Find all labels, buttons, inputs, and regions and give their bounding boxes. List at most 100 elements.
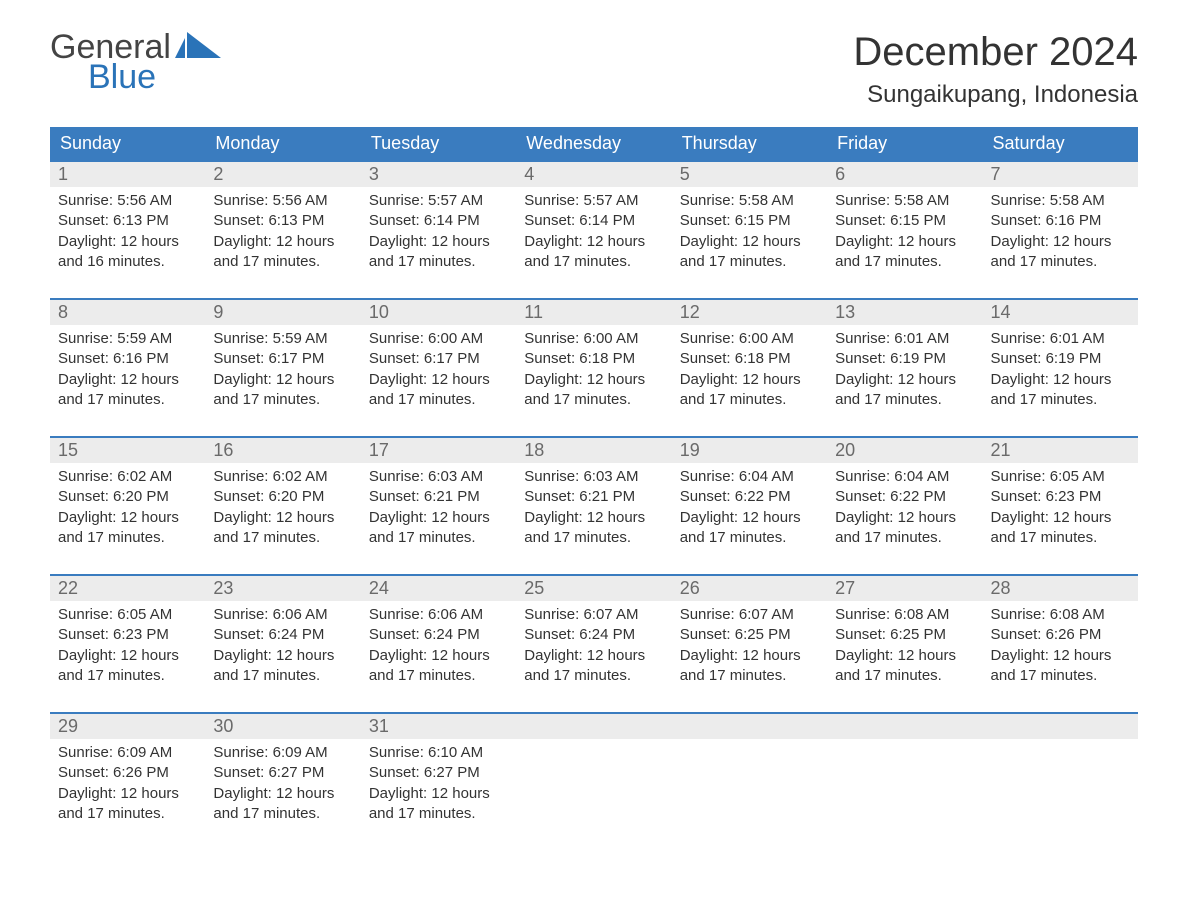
daylight-text: and 17 minutes. bbox=[213, 528, 352, 548]
calendar-day-cell: 23Sunrise: 6:06 AMSunset: 6:24 PMDayligh… bbox=[205, 575, 360, 713]
daylight-text: Daylight: 12 hours bbox=[58, 508, 197, 528]
daylight-text: Daylight: 12 hours bbox=[213, 370, 352, 390]
sunset-text: Sunset: 6:15 PM bbox=[835, 211, 974, 231]
sunrise-text: Sunrise: 5:56 AM bbox=[213, 191, 352, 211]
sunrise-text: Sunrise: 5:57 AM bbox=[369, 191, 508, 211]
daylight-text: and 17 minutes. bbox=[991, 390, 1130, 410]
daylight-text: and 17 minutes. bbox=[213, 390, 352, 410]
sunset-text: Sunset: 6:16 PM bbox=[991, 211, 1130, 231]
daylight-text: and 17 minutes. bbox=[524, 666, 663, 686]
day-number: 15 bbox=[50, 438, 205, 463]
sunset-text: Sunset: 6:27 PM bbox=[213, 763, 352, 783]
daylight-text: Daylight: 12 hours bbox=[991, 370, 1130, 390]
empty-day-bar bbox=[672, 714, 827, 739]
calendar-day-cell: 25Sunrise: 6:07 AMSunset: 6:24 PMDayligh… bbox=[516, 575, 671, 713]
day-number: 28 bbox=[983, 576, 1138, 601]
sunset-text: Sunset: 6:22 PM bbox=[680, 487, 819, 507]
day-detail: Sunrise: 6:01 AMSunset: 6:19 PMDaylight:… bbox=[827, 325, 982, 436]
day-number: 31 bbox=[361, 714, 516, 739]
weekday-header: Sunday bbox=[50, 127, 205, 161]
day-detail: Sunrise: 6:02 AMSunset: 6:20 PMDaylight:… bbox=[205, 463, 360, 574]
sunset-text: Sunset: 6:23 PM bbox=[58, 625, 197, 645]
sunrise-text: Sunrise: 6:00 AM bbox=[680, 329, 819, 349]
day-number: 8 bbox=[50, 300, 205, 325]
empty-day-bar bbox=[827, 714, 982, 739]
empty-day-bar bbox=[983, 714, 1138, 739]
daylight-text: Daylight: 12 hours bbox=[524, 508, 663, 528]
weekday-header: Wednesday bbox=[516, 127, 671, 161]
sunrise-text: Sunrise: 6:05 AM bbox=[991, 467, 1130, 487]
daylight-text: and 17 minutes. bbox=[369, 528, 508, 548]
calendar-day-cell: 20Sunrise: 6:04 AMSunset: 6:22 PMDayligh… bbox=[827, 437, 982, 575]
sunrise-text: Sunrise: 6:05 AM bbox=[58, 605, 197, 625]
calendar-day-cell: 18Sunrise: 6:03 AMSunset: 6:21 PMDayligh… bbox=[516, 437, 671, 575]
daylight-text: Daylight: 12 hours bbox=[991, 508, 1130, 528]
day-number: 1 bbox=[50, 162, 205, 187]
day-number: 14 bbox=[983, 300, 1138, 325]
calendar-day-cell: 22Sunrise: 6:05 AMSunset: 6:23 PMDayligh… bbox=[50, 575, 205, 713]
daylight-text: Daylight: 12 hours bbox=[680, 232, 819, 252]
day-number: 6 bbox=[827, 162, 982, 187]
daylight-text: Daylight: 12 hours bbox=[213, 508, 352, 528]
daylight-text: and 17 minutes. bbox=[58, 528, 197, 548]
daylight-text: Daylight: 12 hours bbox=[58, 370, 197, 390]
calendar-day-cell: 6Sunrise: 5:58 AMSunset: 6:15 PMDaylight… bbox=[827, 161, 982, 299]
daylight-text: and 17 minutes. bbox=[369, 252, 508, 272]
day-number: 9 bbox=[205, 300, 360, 325]
day-detail: Sunrise: 6:05 AMSunset: 6:23 PMDaylight:… bbox=[50, 601, 205, 712]
calendar-week-row: 22Sunrise: 6:05 AMSunset: 6:23 PMDayligh… bbox=[50, 575, 1138, 713]
sunset-text: Sunset: 6:21 PM bbox=[369, 487, 508, 507]
calendar-day-cell: 3Sunrise: 5:57 AMSunset: 6:14 PMDaylight… bbox=[361, 161, 516, 299]
day-detail: Sunrise: 6:04 AMSunset: 6:22 PMDaylight:… bbox=[672, 463, 827, 574]
calendar-week-row: 15Sunrise: 6:02 AMSunset: 6:20 PMDayligh… bbox=[50, 437, 1138, 575]
daylight-text: and 17 minutes. bbox=[835, 528, 974, 548]
weekday-header-row: Sunday Monday Tuesday Wednesday Thursday… bbox=[50, 127, 1138, 161]
day-detail: Sunrise: 6:06 AMSunset: 6:24 PMDaylight:… bbox=[205, 601, 360, 712]
day-detail: Sunrise: 6:10 AMSunset: 6:27 PMDaylight:… bbox=[361, 739, 516, 850]
daylight-text: Daylight: 12 hours bbox=[991, 646, 1130, 666]
sunrise-text: Sunrise: 6:10 AM bbox=[369, 743, 508, 763]
daylight-text: and 17 minutes. bbox=[213, 252, 352, 272]
sunset-text: Sunset: 6:21 PM bbox=[524, 487, 663, 507]
calendar-day-cell: 1Sunrise: 5:56 AMSunset: 6:13 PMDaylight… bbox=[50, 161, 205, 299]
calendar-day-cell: 8Sunrise: 5:59 AMSunset: 6:16 PMDaylight… bbox=[50, 299, 205, 437]
daylight-text: Daylight: 12 hours bbox=[680, 646, 819, 666]
day-detail: Sunrise: 6:00 AMSunset: 6:17 PMDaylight:… bbox=[361, 325, 516, 436]
daylight-text: Daylight: 12 hours bbox=[524, 232, 663, 252]
calendar-day-cell: 7Sunrise: 5:58 AMSunset: 6:16 PMDaylight… bbox=[983, 161, 1138, 299]
daylight-text: Daylight: 12 hours bbox=[369, 784, 508, 804]
sunset-text: Sunset: 6:23 PM bbox=[991, 487, 1130, 507]
daylight-text: and 17 minutes. bbox=[835, 252, 974, 272]
day-detail: Sunrise: 5:57 AMSunset: 6:14 PMDaylight:… bbox=[361, 187, 516, 298]
day-detail: Sunrise: 6:01 AMSunset: 6:19 PMDaylight:… bbox=[983, 325, 1138, 436]
weekday-header: Saturday bbox=[983, 127, 1138, 161]
sunset-text: Sunset: 6:18 PM bbox=[680, 349, 819, 369]
day-number: 24 bbox=[361, 576, 516, 601]
calendar-day-cell bbox=[827, 713, 982, 850]
day-detail: Sunrise: 5:59 AMSunset: 6:16 PMDaylight:… bbox=[50, 325, 205, 436]
day-number: 18 bbox=[516, 438, 671, 463]
day-number: 29 bbox=[50, 714, 205, 739]
sunset-text: Sunset: 6:25 PM bbox=[835, 625, 974, 645]
day-number: 30 bbox=[205, 714, 360, 739]
sunrise-text: Sunrise: 6:08 AM bbox=[991, 605, 1130, 625]
sunrise-text: Sunrise: 6:01 AM bbox=[835, 329, 974, 349]
sunset-text: Sunset: 6:27 PM bbox=[369, 763, 508, 783]
daylight-text: Daylight: 12 hours bbox=[835, 232, 974, 252]
sunset-text: Sunset: 6:20 PM bbox=[58, 487, 197, 507]
calendar-day-cell: 24Sunrise: 6:06 AMSunset: 6:24 PMDayligh… bbox=[361, 575, 516, 713]
sunrise-text: Sunrise: 6:07 AM bbox=[680, 605, 819, 625]
sunset-text: Sunset: 6:13 PM bbox=[58, 211, 197, 231]
daylight-text: and 17 minutes. bbox=[213, 666, 352, 686]
empty-day-detail bbox=[827, 739, 982, 799]
sunset-text: Sunset: 6:17 PM bbox=[369, 349, 508, 369]
sunset-text: Sunset: 6:22 PM bbox=[835, 487, 974, 507]
daylight-text: and 17 minutes. bbox=[835, 390, 974, 410]
day-detail: Sunrise: 6:07 AMSunset: 6:24 PMDaylight:… bbox=[516, 601, 671, 712]
calendar-day-cell: 15Sunrise: 6:02 AMSunset: 6:20 PMDayligh… bbox=[50, 437, 205, 575]
daylight-text: and 17 minutes. bbox=[680, 390, 819, 410]
weekday-header: Tuesday bbox=[361, 127, 516, 161]
calendar-day-cell: 28Sunrise: 6:08 AMSunset: 6:26 PMDayligh… bbox=[983, 575, 1138, 713]
daylight-text: Daylight: 12 hours bbox=[369, 646, 508, 666]
calendar-day-cell: 4Sunrise: 5:57 AMSunset: 6:14 PMDaylight… bbox=[516, 161, 671, 299]
